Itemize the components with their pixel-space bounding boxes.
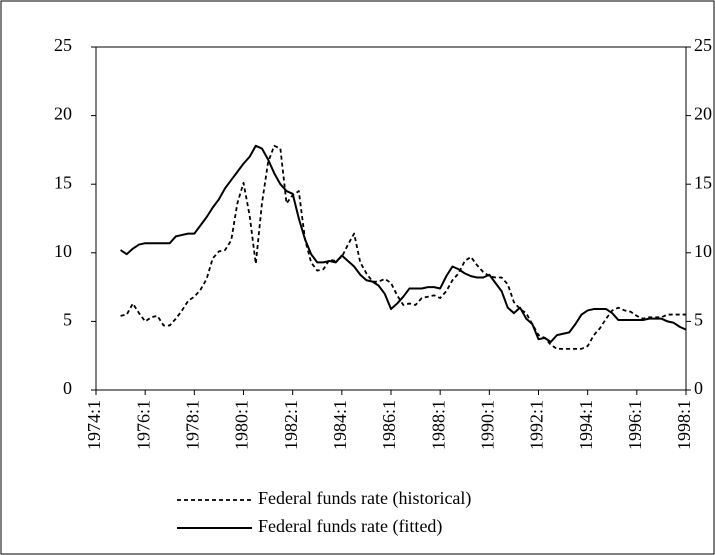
x-tick-label: 1986:1 <box>379 400 399 450</box>
y-tick-label: 0 <box>63 378 72 398</box>
x-tick-label: 1988:1 <box>428 400 448 450</box>
y-tick-label-right: 5 <box>694 310 703 330</box>
x-tick-label: 1990:1 <box>477 400 497 450</box>
x-tick-label: 1978:1 <box>182 400 202 450</box>
x-tick-label: 1980:1 <box>232 400 252 450</box>
x-tick-label: 1994:1 <box>576 400 596 450</box>
y-tick-label-right: 15 <box>694 172 712 192</box>
y-tick-label-right: 20 <box>694 104 712 124</box>
y-tick-label-right: 0 <box>694 378 703 398</box>
x-tick-label: 1996:1 <box>625 400 645 450</box>
x-tick-label: 1984:1 <box>330 400 350 450</box>
x-tick-label: 1974:1 <box>84 400 104 450</box>
y-tick-label: 25 <box>54 35 72 55</box>
x-tick-label: 1982:1 <box>281 400 301 450</box>
legend-label: Federal funds rate (historical) <box>258 488 471 509</box>
y-tick-label: 15 <box>54 172 72 192</box>
x-tick-label: 1998:1 <box>674 400 694 450</box>
y-tick-label-right: 10 <box>694 241 712 261</box>
series-line <box>120 144 686 350</box>
x-tick-label: 1976:1 <box>133 400 153 450</box>
legend-label: Federal funds rate (fitted) <box>258 516 442 537</box>
series-line <box>120 144 687 343</box>
y-tick-label: 5 <box>63 310 72 330</box>
y-tick-label: 10 <box>54 241 72 261</box>
y-tick-label-right: 25 <box>694 35 712 55</box>
y-tick-label: 20 <box>54 104 72 124</box>
x-tick-label: 1992:1 <box>527 400 547 450</box>
